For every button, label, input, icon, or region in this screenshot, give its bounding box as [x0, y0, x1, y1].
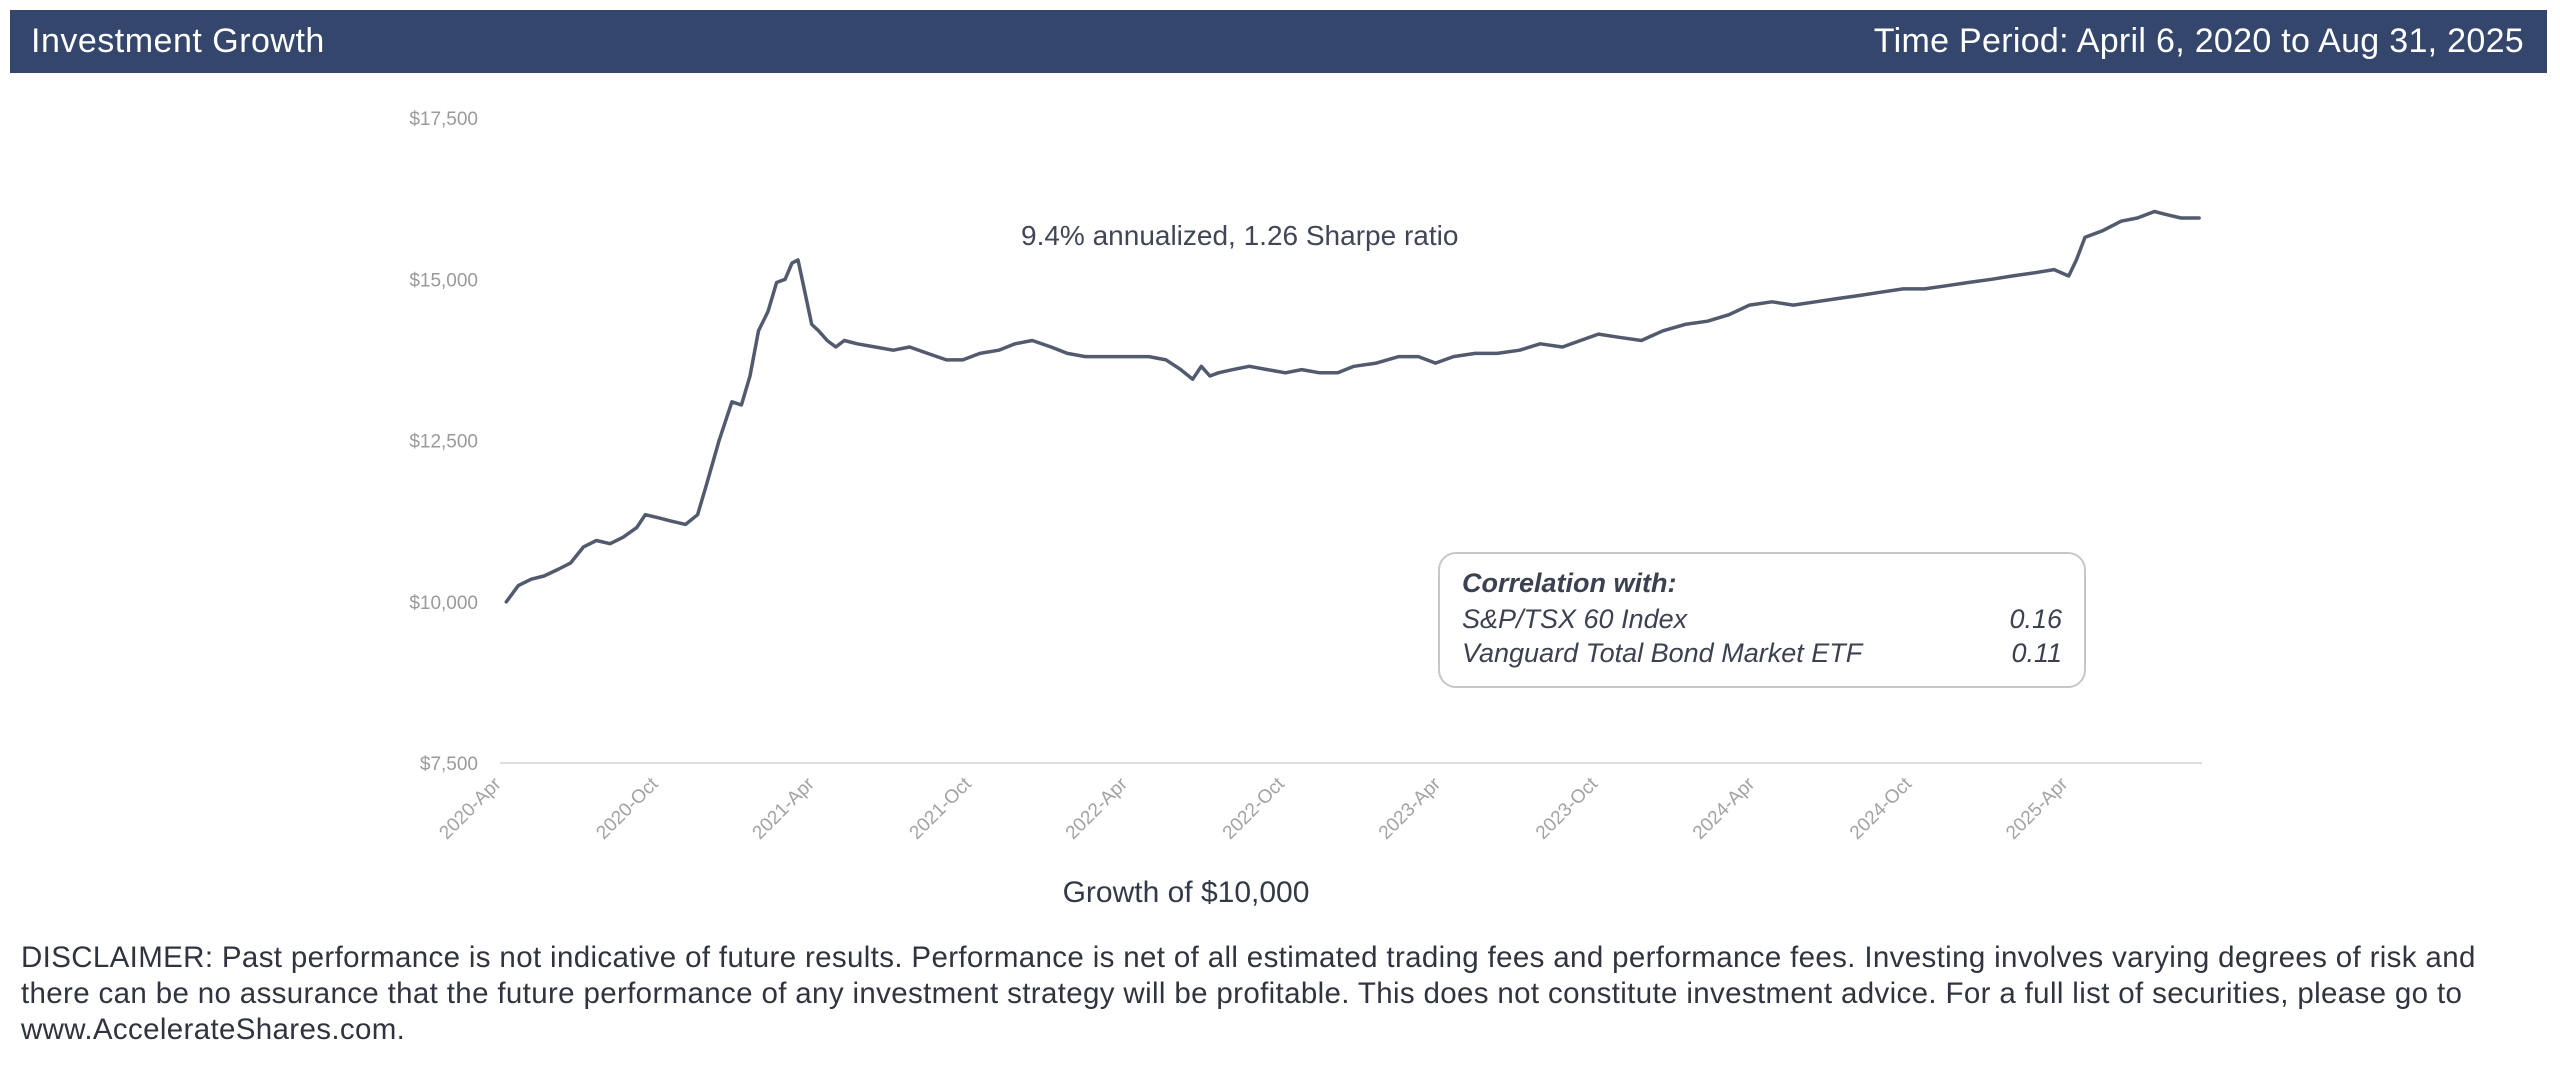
- header-bar: Investment Growth Time Period: April 6, …: [10, 10, 2547, 73]
- disclaimer-text: DISCLAIMER: Past performance is not indi…: [21, 941, 2476, 1046]
- series-line: [504, 209, 2201, 604]
- x-tick-label: 2021-Oct: [906, 773, 977, 844]
- y-tick-label: $12,500: [409, 432, 478, 453]
- page-title: Investment Growth: [31, 22, 325, 60]
- correlation-label: Vanguard Total Bond Market ETF: [1462, 638, 1863, 668]
- y-tick-label: $7,500: [420, 754, 478, 775]
- x-tick-label: 2022-Oct: [1219, 773, 1290, 844]
- chart-subtitle: 9.4% annualized, 1.26 Sharpe ratio: [1021, 220, 1459, 251]
- correlation-row: Vanguard Total Bond Market ETF 0.11: [1462, 638, 2062, 672]
- x-tick-label: 2022-Apr: [1062, 773, 1133, 844]
- y-tick-label: $15,000: [409, 270, 478, 291]
- x-tick-label: 2023-Oct: [1532, 773, 1603, 844]
- x-tick-label: 2021-Apr: [749, 773, 820, 844]
- x-tick-label: 2020-Apr: [435, 773, 506, 844]
- x-tick-label: 2020-Oct: [592, 773, 663, 844]
- x-tick-label: 2023-Apr: [1375, 773, 1446, 844]
- correlation-value: 0.11: [2011, 638, 2062, 668]
- x-tick-label: 2024-Oct: [1846, 773, 1917, 844]
- x-tick-label: 2024-Apr: [1689, 773, 1760, 844]
- correlation-box: Correlation with: S&P/TSX 60 Index 0.16 …: [1438, 552, 2086, 688]
- x-axis-title: Growth of $10,000: [1062, 876, 1310, 909]
- y-tick-label: $17,500: [409, 109, 478, 130]
- x-tick-label: 2025-Apr: [2002, 773, 2073, 844]
- correlation-title: Correlation with:: [1462, 568, 1677, 598]
- time-period: Time Period: April 6, 2020 to Aug 31, 20…: [1873, 22, 2524, 60]
- investment-growth-chart: $7,500 $10,000 $12,500 $15,000 $17,500 2020-A…: [409, 109, 2202, 844]
- correlation-value: 0.16: [2009, 604, 2062, 634]
- correlation-label: S&P/TSX 60 Index: [1462, 604, 1688, 634]
- correlation-row: S&P/TSX 60 Index 0.16: [1462, 604, 2062, 638]
- y-tick-label: $10,000: [409, 593, 478, 614]
